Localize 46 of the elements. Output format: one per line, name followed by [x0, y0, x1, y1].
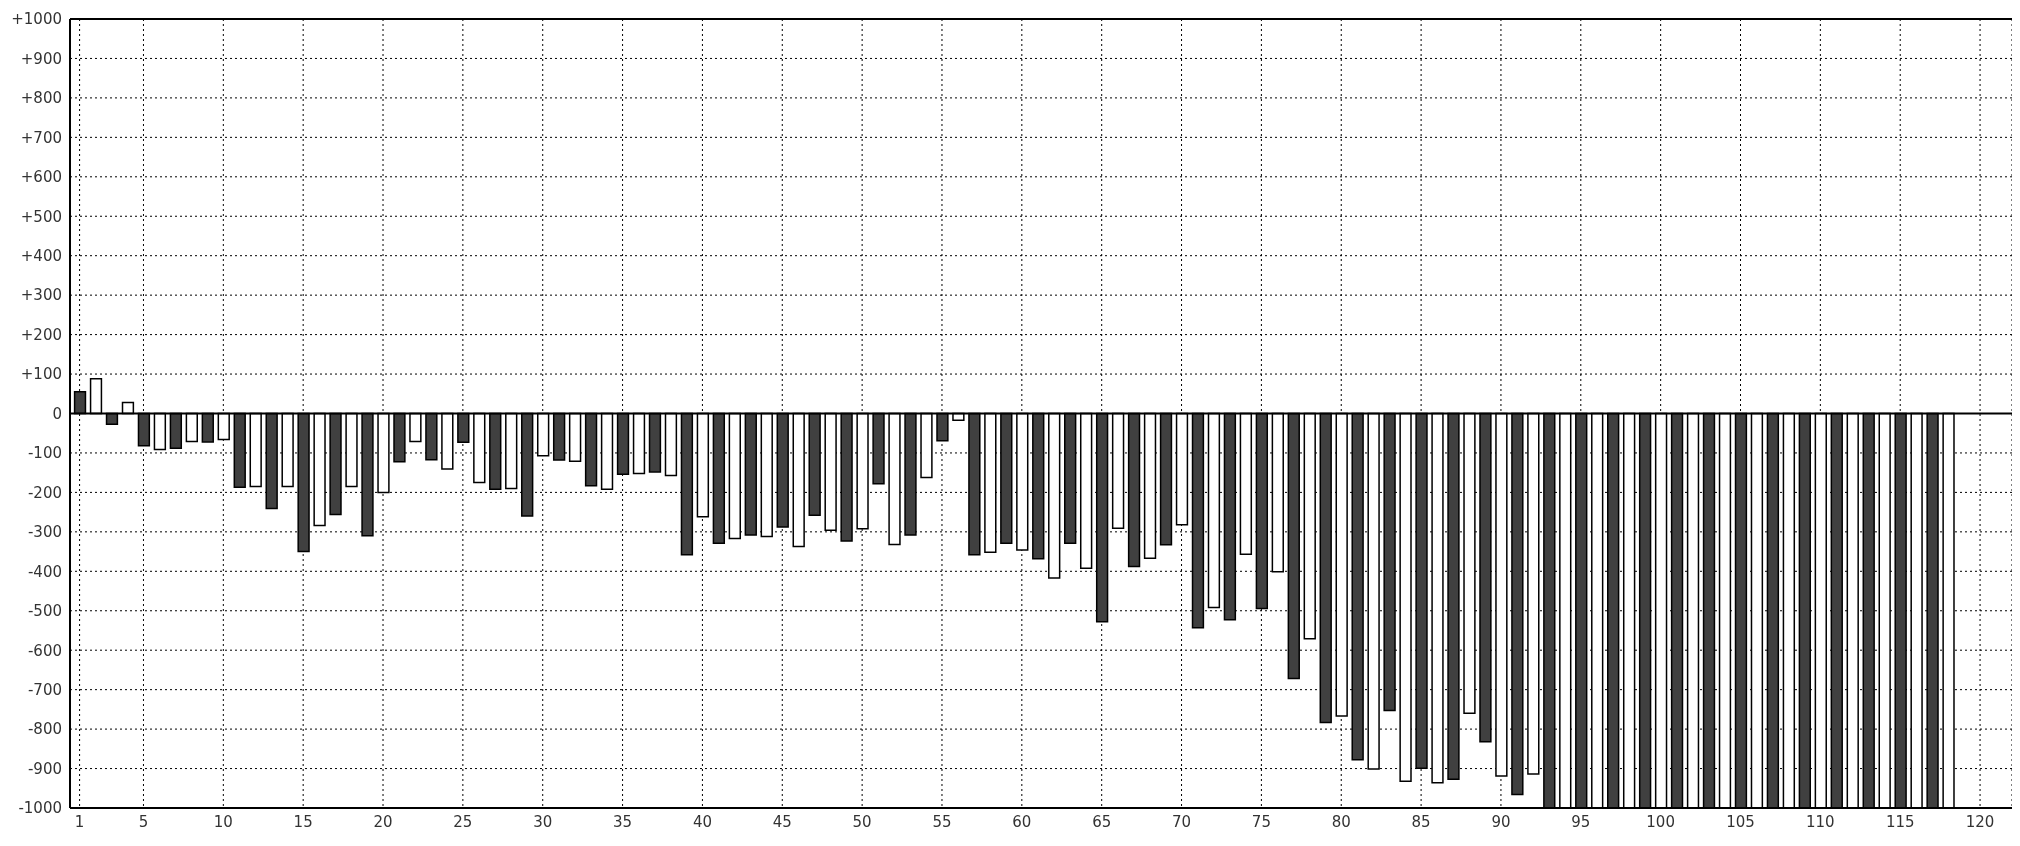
x-tick-label: 55 [932, 812, 952, 831]
y-tick-label: +900 [20, 49, 62, 68]
x-tick-label: 20 [373, 812, 393, 831]
x-tick-label: 30 [533, 812, 553, 831]
x-tick-label: 10 [213, 812, 233, 831]
x-tick-label: 45 [772, 812, 792, 831]
x-tick-label: 65 [1092, 812, 1112, 831]
x-tick-label: 100 [1646, 812, 1675, 831]
y-tick-label: 0 [52, 404, 62, 423]
y-tick-label: +100 [20, 365, 62, 384]
y-tick-label: -500 [27, 602, 62, 621]
y-tick-label: +1000 [11, 10, 62, 29]
y-tick-label: +500 [20, 207, 62, 226]
y-tick-label: -200 [27, 483, 62, 502]
x-tick-label: 15 [293, 812, 313, 831]
x-tick-label: 70 [1171, 812, 1192, 831]
x-tick-label: 50 [852, 812, 872, 831]
x-tick-label: 90 [1491, 812, 1511, 831]
y-tick-label: -600 [27, 641, 62, 660]
x-tick-label: 60 [1012, 812, 1032, 831]
y-tick-label: +600 [20, 168, 62, 187]
y-tick-label: -300 [27, 523, 62, 542]
x-tick-label: 25 [453, 812, 473, 831]
y-tick-label: -700 [27, 680, 62, 699]
y-tick-label: +400 [20, 247, 62, 266]
x-tick-label: 75 [1251, 812, 1271, 831]
x-tick-label: 115 [1885, 812, 1915, 831]
y-tick-label: -800 [27, 720, 62, 739]
x-tick-label: 5 [138, 812, 149, 831]
y-tick-label: -100 [27, 444, 62, 463]
y-tick-label: +700 [20, 128, 62, 147]
y-tick-label: -400 [27, 562, 62, 581]
x-tick-label: 80 [1331, 812, 1351, 831]
y-tick-label: -1000 [18, 799, 62, 818]
y-tick-label: +200 [20, 325, 62, 344]
x-tick-label: 105 [1726, 812, 1755, 831]
x-tick-label: 85 [1411, 812, 1431, 831]
y-tick-label: -900 [27, 759, 62, 778]
x-tick-label: 120 [1965, 812, 1995, 831]
y-tick-label: +300 [20, 286, 62, 305]
y-tick-label: +800 [20, 89, 62, 108]
x-tick-label: 35 [613, 812, 633, 831]
x-tick-label: 95 [1571, 812, 1591, 831]
x-tick-label: 110 [1806, 812, 1835, 831]
x-tick-label: 40 [692, 812, 712, 831]
x-tick-label: 1 [74, 812, 85, 831]
